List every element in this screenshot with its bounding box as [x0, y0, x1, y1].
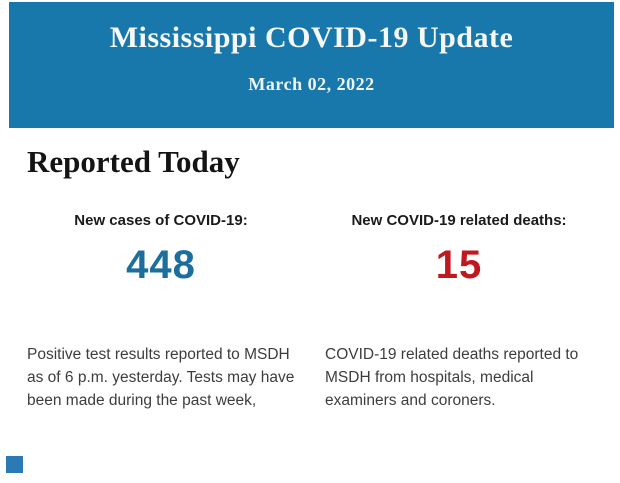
new-cases-description: Positive test results reported to MSDH a…	[27, 346, 295, 409]
new-cases-value: 448	[126, 243, 196, 287]
section-title: Reported Today	[27, 144, 240, 179]
new-deaths-label: New COVID-19 related deaths:	[351, 212, 567, 229]
new-cases-label: New cases of COVID-19:	[74, 212, 248, 229]
page-title: Mississippi COVID-19 Update	[109, 21, 514, 54]
new-deaths-value: 15	[435, 243, 483, 287]
stat-new-deaths: New COVID-19 related deaths: 15 COVID-19…	[325, 211, 593, 412]
partial-blue-block	[6, 456, 23, 473]
report-date: March 02, 2022	[248, 74, 375, 94]
stat-new-cases: New cases of COVID-19: 448 Positive test…	[27, 211, 295, 412]
main-content: Reported Today New cases of COVID-19: 44…	[0, 143, 620, 412]
stats-row: New cases of COVID-19: 448 Positive test…	[27, 211, 593, 412]
page-header-banner: Mississippi COVID-19 Update March 02, 20…	[9, 2, 614, 128]
new-deaths-description: COVID-19 related deaths reported to MSDH…	[325, 346, 579, 409]
